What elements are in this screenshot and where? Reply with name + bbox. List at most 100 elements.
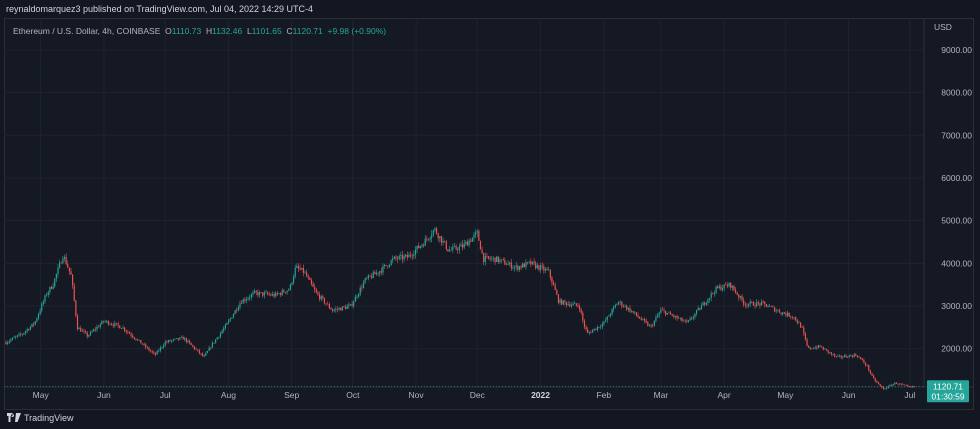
candle-body [150,350,152,352]
candle-body [244,299,246,301]
candle-body [86,332,88,337]
candle-body [530,261,532,265]
candle-body [213,342,215,344]
y-tick-label: 3000.00 [941,301,972,311]
open-value: 1110.73 [171,26,202,36]
candle-body [224,324,226,329]
candle-body [674,316,677,318]
candle-body [405,254,407,257]
candle-body [36,318,38,322]
candle-body [877,382,880,385]
candle-body [49,287,51,293]
candle-body [817,345,820,349]
candle-body [695,310,698,314]
candle-body [489,258,491,260]
candle-body [764,301,766,305]
candle-body [840,355,842,358]
candle-body [94,329,96,331]
x-tick-label: Jul [160,390,171,400]
candle-body [665,310,667,315]
candle-body [226,323,228,325]
candle-body [707,299,709,303]
candle-body [876,381,878,383]
candle-body [669,312,672,315]
candle-body [494,257,496,263]
candle-body [283,290,285,293]
candle-body [278,293,280,294]
candle-body [760,301,763,306]
candle-body [250,294,252,298]
candle-body [99,324,101,327]
candle-body [843,355,846,358]
candle-body [185,338,187,342]
candle-body [624,305,626,307]
currency-label: USD [934,22,952,32]
candle-body [694,313,696,317]
candle-body [778,310,781,313]
candle-body [837,355,839,357]
candle-body [853,354,855,357]
candle-body [609,314,612,316]
candle-body [590,332,592,334]
candle-body [473,234,475,238]
candle-body [598,326,600,328]
candle-body [479,240,482,250]
candle-body [229,318,231,321]
candle-body [557,294,560,303]
candle-body [642,318,644,320]
candle-body [421,244,423,247]
symbol-legend: Ethereum / U.S. Dollar, 4h, COINBASE O11… [13,26,386,36]
candle-body [193,346,196,350]
candle-body [10,339,12,342]
candle-body [788,312,790,317]
candle-body [717,286,719,289]
candle-body [432,230,434,235]
last-price-badge[interactable]: 1120.71 01:30:59 [927,380,969,403]
x-tick-label: May [777,390,794,400]
candle-body [567,304,569,305]
candle-body [323,298,326,304]
candle-body [80,328,82,332]
candle-body [585,326,587,330]
tradingview-logo[interactable]: TradingView [7,413,74,423]
candle-body [731,285,733,288]
candle-body [559,299,561,303]
candle-body [634,312,636,313]
candle-body [305,272,308,277]
candle-body [7,342,9,344]
candle-body [88,335,90,337]
candle-body [549,269,551,278]
candle-body [663,309,665,311]
candle-body [801,327,803,328]
candle-body [341,306,343,311]
candle-body [406,254,408,258]
candle-body [455,245,457,250]
y-tick-label: 5000.00 [941,216,972,226]
x-tick-label: May [33,390,50,400]
candle-body [510,262,512,269]
candle-body [611,309,613,315]
candle-body [798,322,800,324]
candle-body [811,348,813,350]
candle-body [868,365,870,371]
symbol-title[interactable]: Ethereum / U.S. Dollar, 4h, COINBASE [13,26,161,36]
candle-body [457,249,459,251]
candle-body [890,385,893,386]
candle-body [369,275,371,277]
candle-body [52,286,54,289]
candle-body [668,312,670,314]
candle-body [569,304,571,307]
candle-body [738,294,740,298]
candle-body [751,301,753,303]
candle-body [184,338,186,340]
candle-body [288,289,290,291]
candle-body [395,256,397,259]
candle-body [588,332,590,334]
x-tick-label: Jun [97,390,111,400]
candle-body [561,299,563,305]
candle-body [271,294,274,296]
candle-body [367,275,369,279]
candle-body [538,265,540,270]
candle-body [380,271,382,273]
